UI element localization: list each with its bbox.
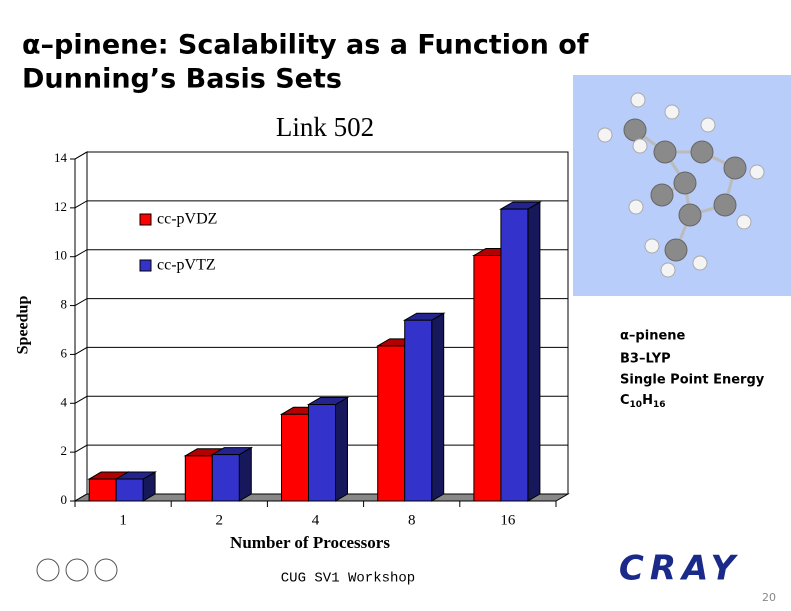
legend-swatch	[139, 213, 152, 226]
chart-title: Link 502	[276, 112, 374, 142]
x-tick-label: 4	[312, 512, 320, 528]
bar-side	[527, 201, 541, 502]
y-tick-label: 0	[61, 492, 68, 507]
y-tick-label: 6	[61, 345, 68, 360]
x-axis-label: Number of Processors	[230, 533, 390, 552]
bar	[404, 319, 433, 502]
bar-side	[431, 312, 445, 502]
formula-part: 10	[630, 400, 643, 410]
page-number: 20	[762, 591, 776, 604]
slide-title: Dunning’s Basis Sets	[22, 64, 342, 95]
bar	[308, 404, 336, 502]
logo: CRAY	[619, 549, 741, 589]
x-tick-label: 16	[500, 512, 516, 528]
side-text: B3–LYP	[620, 352, 671, 367]
x-tick-label: 1	[119, 512, 127, 528]
legend-swatch	[139, 259, 152, 272]
y-tick-label: 8	[61, 297, 68, 312]
side-text: Single Point Energy	[620, 373, 765, 388]
legend-label: cc-pVTZ	[157, 257, 216, 274]
x-tick-label: 2	[216, 512, 224, 528]
grid-line	[74, 298, 568, 307]
y-axis-label: Speedup	[15, 296, 32, 355]
grid-line	[74, 249, 568, 258]
formula: C10H16	[620, 393, 666, 410]
bar	[473, 254, 502, 502]
bar	[377, 345, 406, 502]
formula-part: 16	[653, 400, 666, 410]
grid-line	[74, 200, 568, 209]
bar	[88, 478, 117, 502]
x-tick-label: 8	[408, 512, 416, 528]
molecule-image	[573, 75, 791, 296]
grid-line	[74, 151, 568, 160]
y-tick-label: 10	[54, 248, 67, 263]
bar	[115, 478, 144, 502]
formula-part: H	[642, 393, 653, 408]
bar	[184, 455, 213, 502]
bar	[211, 454, 240, 502]
bar	[500, 208, 529, 502]
formula-part: C	[620, 393, 630, 408]
footer: CUG SV1 Workshop	[281, 571, 415, 587]
y-tick-label: 4	[61, 394, 68, 409]
y-tick-label: 12	[54, 199, 67, 214]
slide-title: α–pinene: Scalability as a Function of	[22, 30, 589, 61]
y-tick-label: 2	[61, 443, 68, 458]
y-tick-label: 14	[54, 150, 68, 165]
legend-label: cc-pVDZ	[157, 211, 217, 228]
bar-side	[238, 446, 252, 502]
side-text: α–pinene	[620, 329, 686, 344]
logos	[36, 558, 118, 582]
bar	[281, 413, 309, 502]
bar-side	[335, 396, 348, 502]
